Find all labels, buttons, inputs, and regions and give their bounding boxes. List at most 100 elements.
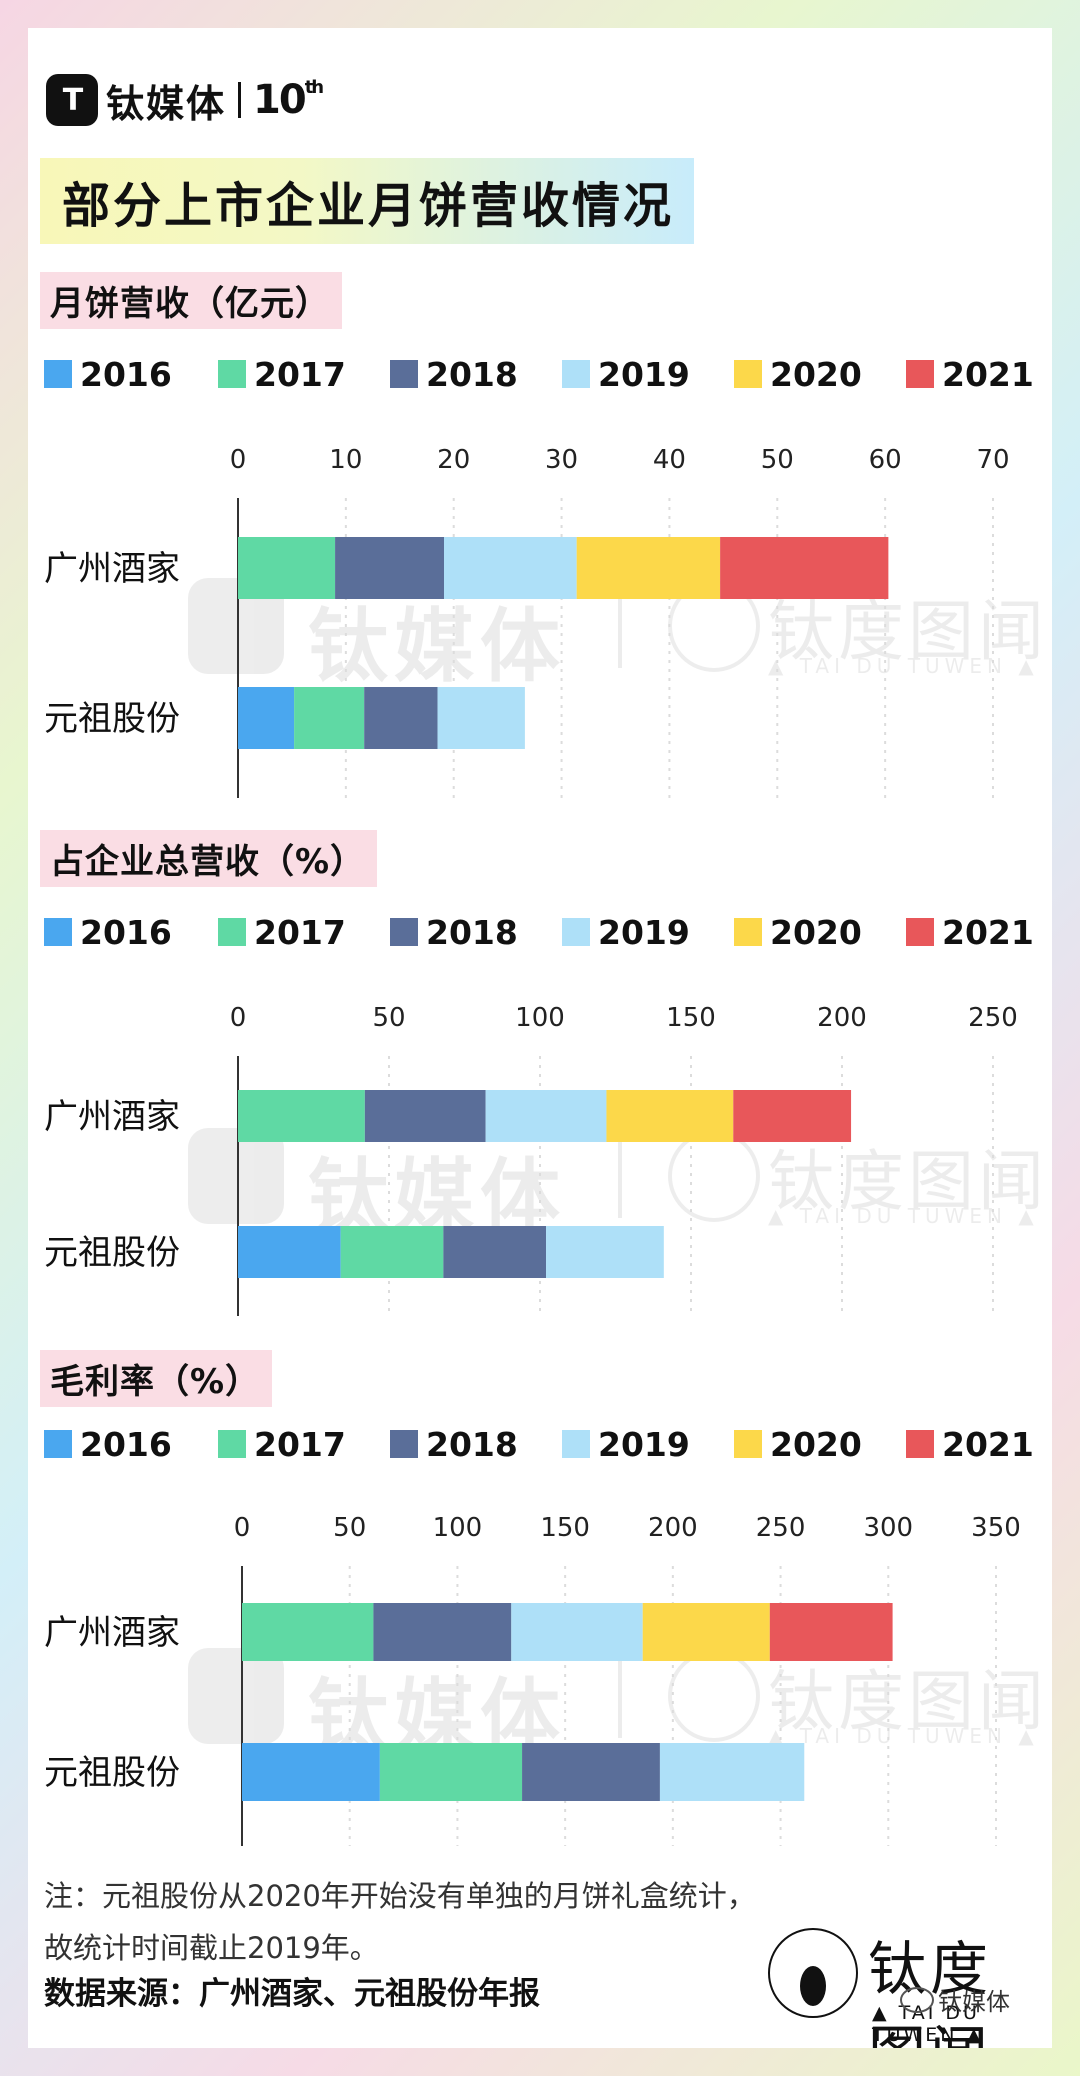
legend-label: 2019 — [598, 912, 690, 952]
page-title: 部分上市企业月饼营收情况 — [40, 158, 695, 244]
legend-item-2018: 2018 — [390, 354, 518, 394]
category-label: 广州酒家 — [44, 549, 180, 589]
legend-label: 2020 — [770, 1424, 862, 1464]
legend-swatch — [734, 360, 762, 388]
legend-item-2016: 2016 — [44, 354, 172, 394]
footnote: 注：元祖股份从2020年开始没有单独的月饼礼盒统计， 故统计时间截止2019年。 — [44, 1870, 756, 1974]
legend-item-2019: 2019 — [562, 354, 690, 394]
chart-2: 0 50 100 150 200 250 广州酒家 元祖股份 — [28, 986, 1052, 1326]
legend-label: 2019 — [598, 1424, 690, 1464]
legend-item-2017: 2017 — [218, 912, 346, 952]
legend-swatch — [44, 1430, 72, 1458]
infographic-card: T 钛媒体 10th 部分上市企业月饼营收情况 月饼营收（亿元） 2016 201… — [28, 28, 1052, 2048]
legend-item-2017: 2017 — [218, 1424, 346, 1464]
logo: T 钛媒体 10th — [46, 70, 324, 130]
bar-segment-2017 — [340, 1226, 444, 1278]
legend-item-2021: 2021 — [906, 1424, 1034, 1464]
bar-segment-2017 — [379, 1743, 523, 1801]
legend-label: 2021 — [942, 354, 1034, 394]
legend-label: 2016 — [80, 354, 172, 394]
legend-label: 2017 — [254, 1424, 346, 1464]
bar-segment-2018 — [373, 1603, 512, 1661]
chart-1: 0 10 20 30 40 50 60 70 广州酒家 元祖股份 — [28, 428, 1052, 808]
x-tick-label: 150 — [540, 1513, 590, 1543]
legend-item-2020: 2020 — [734, 912, 862, 952]
legend-swatch — [390, 360, 418, 388]
bar-segment-2020 — [642, 1603, 770, 1661]
bar-segment-2019 — [659, 1743, 805, 1801]
x-tick-label: 100 — [433, 1513, 483, 1543]
brand-text: 钛度图闻 — [868, 1935, 993, 2048]
wechat-icon — [900, 1986, 934, 2013]
bar-segment-2016 — [238, 1226, 341, 1278]
legend-item-2016: 2016 — [44, 1424, 172, 1464]
x-tick-label: 0 — [230, 445, 247, 475]
logo-mark-icon: T — [46, 74, 98, 126]
legend-swatch — [390, 1430, 418, 1458]
footnote-line-1: 注：元祖股份从2020年开始没有单独的月饼礼盒统计， — [44, 1879, 756, 1913]
bar-segment-2019 — [546, 1226, 664, 1278]
legend-swatch — [906, 1430, 934, 1458]
bar-segment-2018 — [335, 537, 445, 599]
chart-1-legend: 2016 2017 2018 2019 2020 2021 — [44, 354, 1044, 394]
x-tick-label: 300 — [863, 1513, 913, 1543]
chart-2-legend: 2016 2017 2018 2019 2020 2021 — [44, 912, 1044, 952]
x-tick-label: 10 — [329, 445, 362, 475]
legend-swatch — [218, 1430, 246, 1458]
bar-segment-2019 — [511, 1603, 643, 1661]
legend-item-2019: 2019 — [562, 1424, 690, 1464]
legend-label: 2020 — [770, 912, 862, 952]
x-tick-label: 250 — [968, 1003, 1018, 1033]
chart-1-title: 月饼营收（亿元） — [40, 272, 342, 329]
bar-segment-2018 — [364, 1090, 486, 1142]
chart-2-title: 占企业总营收（%） — [40, 830, 378, 887]
bar-segment-2017 — [238, 1090, 365, 1142]
bar-segment-2016 — [238, 687, 295, 749]
legend-item-2018: 2018 — [390, 1424, 518, 1464]
legend-label: 2018 — [426, 354, 518, 394]
bar-segment-2018 — [522, 1743, 660, 1801]
category-label: 元祖股份 — [44, 1753, 180, 1793]
bar-segment-2021 — [733, 1090, 852, 1142]
legend-label: 2018 — [426, 912, 518, 952]
category-label: 广州酒家 — [44, 1613, 180, 1653]
bar-segment-2019 — [444, 537, 577, 599]
x-tick-label: 60 — [869, 445, 902, 475]
legend-label: 2021 — [942, 912, 1034, 952]
legend-label: 2019 — [598, 354, 690, 394]
bar-segment-2017 — [294, 687, 365, 749]
legend-swatch — [390, 918, 418, 946]
bar-segment-2020 — [576, 537, 721, 599]
legend-swatch — [218, 918, 246, 946]
x-tick-label: 40 — [653, 445, 686, 475]
x-tick-label: 50 — [333, 1513, 366, 1543]
legend-label: 2016 — [80, 912, 172, 952]
wechat-account: 钛媒体 — [900, 1982, 1010, 2017]
legend-item-2017: 2017 — [218, 354, 346, 394]
legend-swatch — [44, 918, 72, 946]
legend-item-2021: 2021 — [906, 912, 1034, 952]
legend-item-2021: 2021 — [906, 354, 1034, 394]
logo-anniversary: 10th — [253, 77, 324, 123]
logo-separator — [238, 82, 242, 118]
legend-label: 2017 — [254, 354, 346, 394]
chart-3: 0 50 100 150 200 250 300 350 广州酒家 元祖股份 — [28, 1496, 1052, 1856]
wechat-account-name: 钛媒体 — [938, 1988, 1010, 2016]
x-tick-label: 100 — [515, 1003, 565, 1033]
legend-item-2020: 2020 — [734, 354, 862, 394]
x-tick-label: 50 — [761, 445, 794, 475]
legend-label: 2016 — [80, 1424, 172, 1464]
legend-swatch — [562, 918, 590, 946]
x-tick-label: 0 — [234, 1513, 251, 1543]
x-tick-label: 200 — [648, 1513, 698, 1543]
bar-segment-2017 — [238, 537, 336, 599]
x-tick-label: 50 — [372, 1003, 405, 1033]
legend-item-2019: 2019 — [562, 912, 690, 952]
x-tick-label: 150 — [666, 1003, 716, 1033]
logo-text: 钛媒体 — [106, 81, 227, 126]
bar-segment-2019 — [437, 687, 525, 749]
legend-item-2020: 2020 — [734, 1424, 862, 1464]
category-label: 元祖股份 — [44, 699, 180, 739]
